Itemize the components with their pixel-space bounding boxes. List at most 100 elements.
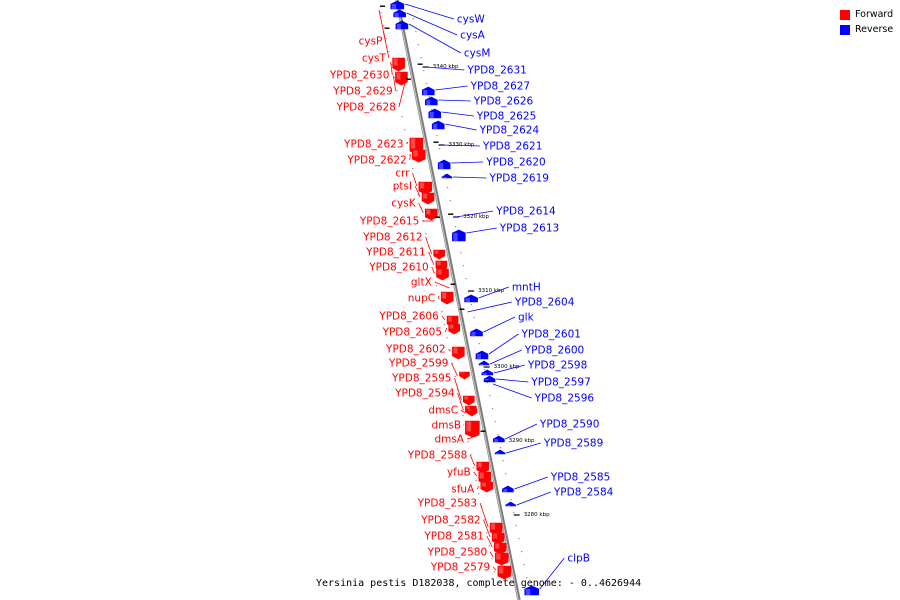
leader-line-forward	[486, 535, 493, 548]
gene-label-reverse[interactable]: YPD8_2600	[524, 345, 584, 357]
gene-glyph-forward	[493, 542, 507, 555]
gene-glyph-reverse	[390, 0, 405, 10]
gene-label-forward[interactable]: dmsC	[428, 405, 458, 417]
gene-glyph-reverse	[485, 380, 491, 382]
feature-dot	[435, 285, 438, 287]
gene-label-forward[interactable]: YPD8_2630	[329, 70, 389, 82]
leader-line-reverse	[505, 442, 541, 454]
gene-label-reverse[interactable]: clpB	[567, 553, 590, 565]
gene-label-forward[interactable]: YPD8_2606	[378, 311, 439, 323]
gene-glyph-forward	[491, 532, 505, 545]
leader-line-reverse	[488, 333, 519, 355]
feature-dot	[497, 434, 499, 436]
gene-label-reverse[interactable]: YPD8_2631	[466, 65, 526, 77]
leader-line-reverse	[445, 123, 477, 131]
feature-dot	[412, 168, 414, 170]
gene-label-forward[interactable]: YPD8_2615	[359, 216, 419, 228]
gene-label-forward[interactable]: YPD8_2594	[394, 388, 455, 400]
gene-glyph-reverse	[505, 501, 516, 507]
feature-dot	[460, 252, 462, 254]
gene-label-forward[interactable]: yfuB	[447, 467, 471, 479]
gene-label-forward[interactable]: nupC	[408, 293, 435, 305]
feature-dot	[510, 499, 512, 501]
gene-glyph-forward	[448, 323, 460, 335]
leader-line-reverse	[406, 12, 458, 36]
gene-label-forward[interactable]: YPD8_2622	[346, 155, 406, 167]
gene-label-reverse[interactable]: YPD8_2621	[482, 141, 542, 153]
gene-label-forward[interactable]: YPD8_2582	[420, 515, 480, 527]
gene-label-forward[interactable]: cysT	[362, 53, 386, 65]
gene-glyph-reverse	[478, 360, 490, 366]
gene-label-forward[interactable]: YPD8_2580	[427, 547, 487, 559]
leader-line-reverse	[489, 349, 522, 365]
gene-label-reverse[interactable]: YPD8_2620	[485, 157, 545, 169]
gene-label-forward[interactable]: crr	[395, 168, 410, 180]
feature-dot	[443, 324, 446, 326]
gene-label-reverse[interactable]: cysW	[457, 14, 485, 26]
gene-label-reverse[interactable]: YPD8_2601	[520, 329, 580, 341]
leader-line-forward	[390, 61, 393, 76]
gene-label-forward[interactable]: YPD8_2612	[362, 232, 422, 244]
legend-label-forward: Forward	[855, 9, 894, 20]
gene-label-forward[interactable]: YPD8_2599	[388, 358, 448, 370]
feature-dot	[521, 551, 523, 553]
gene-label-reverse[interactable]: YPD8_2584	[553, 487, 614, 499]
feature-dot	[526, 577, 528, 579]
leader-line-reverse	[404, 3, 455, 20]
gene-glyph-forward	[384, 27, 390, 29]
gene-label-forward[interactable]: YPD8_2623	[343, 139, 403, 151]
gene-label-forward[interactable]: YPD8_2605	[382, 327, 442, 339]
gene-glyph-reverse	[425, 96, 438, 106]
gene-label-forward[interactable]: YPD8_2628	[335, 102, 395, 114]
gene-label-reverse[interactable]: YPD8_2589	[543, 438, 603, 450]
gene-label-reverse[interactable]: YPD8_2619	[488, 173, 548, 185]
gene-label-reverse[interactable]: YPD8_2626	[473, 96, 534, 108]
gene-label-forward[interactable]: YPD8_2583	[417, 498, 477, 510]
feature-dot	[523, 564, 525, 566]
leader-line-forward	[437, 295, 440, 299]
gene-label-reverse[interactable]: YPD8_2596	[534, 393, 595, 405]
gene-label-forward[interactable]: YPD8_2610	[368, 262, 428, 274]
gene-glyph-reverse	[464, 294, 478, 303]
gene-glyph-reverse	[524, 585, 540, 596]
gene-label-forward[interactable]: ptsI	[393, 181, 412, 193]
gene-label-forward[interactable]: YPD8_2581	[423, 531, 483, 543]
gene-label-forward[interactable]: cysK	[391, 198, 416, 210]
legend-label-reverse: Reverse	[855, 24, 894, 35]
gene-label-reverse[interactable]: cysM	[464, 48, 491, 60]
gene-label-forward[interactable]: YPD8_2595	[391, 373, 451, 385]
feature-dot	[462, 415, 464, 417]
gene-label-forward[interactable]: YPD8_2611	[365, 247, 425, 259]
gene-label-reverse[interactable]: YPD8_2598	[527, 360, 587, 372]
gene-label-forward[interactable]: YPD8_2602	[385, 344, 445, 356]
genome-backbone	[395, 0, 521, 600]
gene-label-forward[interactable]: dmsA	[434, 434, 464, 446]
gene-label-reverse[interactable]: glk	[518, 312, 535, 324]
gene-label-reverse[interactable]: cysA	[460, 30, 485, 42]
gene-label-reverse[interactable]: YPD8_2625	[476, 111, 536, 123]
leader-line-reverse	[539, 557, 565, 590]
gene-glyph-forward	[480, 481, 494, 493]
leader-line-reverse	[452, 176, 487, 179]
gene-label-reverse[interactable]: YPD8_2597	[530, 377, 590, 389]
gene-label-reverse[interactable]: YPD8_2590	[539, 419, 599, 431]
gene-label-forward[interactable]: gltX	[411, 277, 432, 289]
gene-label-forward[interactable]: YPD8_2579	[430, 562, 490, 574]
feature-dot	[470, 304, 473, 306]
gene-label-reverse[interactable]: YPD8_2627	[470, 81, 530, 93]
feature-dot	[491, 558, 493, 560]
leader-line-reverse	[441, 111, 474, 117]
gene-label-reverse[interactable]: YPD8_2604	[514, 297, 575, 309]
gene-label-forward[interactable]: dmsB	[432, 420, 462, 432]
gene-label-reverse[interactable]: YPD8_2613	[499, 223, 559, 235]
gene-glyph-reverse	[502, 485, 514, 493]
gene-label-reverse[interactable]: YPD8_2624	[479, 125, 540, 137]
gene-label-forward[interactable]: YPD8_2629	[332, 86, 392, 98]
gene-label-forward[interactable]: cysP	[359, 36, 383, 48]
gene-label-forward[interactable]: sfuA	[451, 484, 475, 496]
gene-label-reverse[interactable]: mntH	[512, 282, 541, 294]
feature-dot	[478, 343, 480, 345]
gene-label-forward[interactable]: YPD8_2588	[407, 450, 467, 462]
gene-label-reverse[interactable]: YPD8_2585	[550, 472, 610, 484]
gene-label-reverse[interactable]: YPD8_2614	[495, 206, 556, 218]
